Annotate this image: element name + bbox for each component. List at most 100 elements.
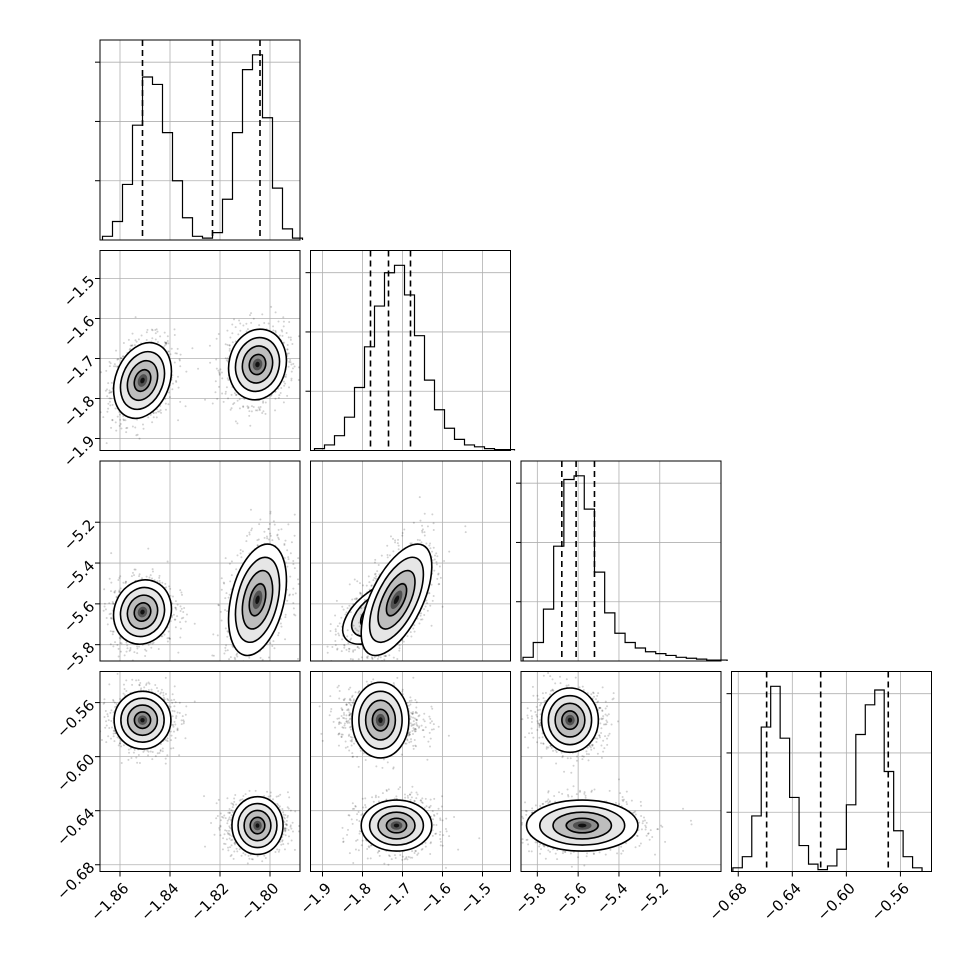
sample-point	[225, 644, 228, 647]
sample-point	[122, 581, 125, 584]
sample-point	[218, 373, 221, 376]
sample-point	[263, 322, 266, 325]
sample-point	[269, 512, 272, 515]
sample-point	[287, 365, 290, 368]
sample-point	[175, 608, 178, 611]
sample-point	[245, 680, 247, 682]
sample-point	[164, 408, 167, 411]
sample-point	[227, 397, 230, 400]
sample-point	[221, 392, 224, 395]
sample-point	[416, 538, 419, 541]
y-tick-label: −1.7	[60, 352, 98, 390]
sample-point	[168, 636, 171, 639]
sample-point	[171, 388, 174, 391]
sample-point	[167, 403, 170, 406]
contour-line	[234, 556, 281, 644]
sample-point	[100, 371, 103, 374]
sample-point	[278, 394, 281, 397]
sample-point	[224, 597, 227, 600]
sample-point	[151, 577, 154, 580]
sample-point	[163, 633, 166, 636]
sample-point	[233, 401, 236, 404]
sample-point	[138, 645, 141, 648]
sample-point	[143, 665, 145, 667]
sample-point	[347, 642, 350, 645]
sample-point	[125, 666, 127, 668]
sample-point	[215, 367, 218, 370]
sample-point	[236, 652, 239, 655]
sample-point	[147, 416, 150, 419]
sample-point	[134, 568, 137, 571]
sample-point	[344, 613, 347, 616]
sample-point	[346, 607, 349, 610]
sample-point	[419, 618, 422, 621]
sample-point	[374, 662, 376, 664]
sample-point	[166, 637, 169, 640]
sample-point	[374, 573, 377, 576]
sample-point	[108, 397, 111, 400]
histogram-step-1	[313, 264, 516, 451]
sample-point	[288, 320, 291, 323]
sample-point	[397, 548, 400, 551]
sample-point	[268, 523, 271, 526]
sample-point	[151, 570, 154, 573]
sample-point	[356, 646, 359, 649]
sample-point	[233, 392, 236, 395]
sample-point	[242, 324, 245, 327]
sample-point	[263, 536, 266, 539]
sample-point	[179, 589, 182, 592]
sample-point	[334, 644, 337, 647]
sample-point	[164, 341, 167, 344]
sample-point	[177, 651, 180, 654]
sample-point	[222, 581, 225, 584]
sample-point	[290, 363, 293, 366]
sample-point	[226, 343, 229, 346]
sample-point	[231, 323, 234, 326]
sample-point	[111, 419, 114, 422]
sample-point	[292, 563, 295, 566]
sample-point	[134, 339, 137, 342]
sample-point	[410, 635, 413, 638]
sample-point	[289, 338, 292, 341]
sample-point	[108, 577, 111, 580]
sample-point	[386, 556, 389, 559]
sample-point	[108, 400, 111, 403]
sample-point	[126, 426, 129, 429]
sample-point	[277, 536, 280, 539]
contour-line	[241, 569, 274, 630]
sample-point	[280, 528, 283, 531]
sample-point	[135, 434, 138, 437]
sample-point	[262, 673, 264, 675]
sample-point	[119, 422, 122, 425]
sample-point	[287, 336, 290, 339]
sample-point	[112, 602, 115, 605]
sample-point	[159, 335, 162, 338]
sample-point	[178, 358, 181, 361]
sample-point	[340, 650, 343, 653]
sample-point	[151, 642, 154, 645]
sample-point	[389, 535, 392, 538]
sample-point	[326, 651, 329, 654]
sample-point	[352, 650, 355, 653]
sample-point	[281, 330, 284, 333]
sample-point	[287, 523, 290, 526]
sample-point	[152, 641, 155, 644]
sample-point	[245, 330, 248, 333]
sample-point	[368, 581, 371, 584]
sample-point	[110, 616, 113, 619]
sample-point	[249, 314, 252, 317]
sample-point	[111, 403, 114, 406]
sample-point	[212, 633, 215, 636]
sample-point	[334, 614, 337, 617]
sample-point	[283, 556, 286, 559]
sample-point	[234, 326, 237, 329]
sample-point	[437, 583, 440, 586]
sample-point	[239, 322, 242, 325]
sample-point	[110, 426, 113, 429]
sample-point	[105, 442, 108, 445]
sample-point	[123, 654, 126, 657]
sample-point	[184, 620, 187, 623]
sample-point	[180, 591, 183, 594]
sample-point	[136, 652, 139, 655]
sample-point	[154, 329, 157, 332]
